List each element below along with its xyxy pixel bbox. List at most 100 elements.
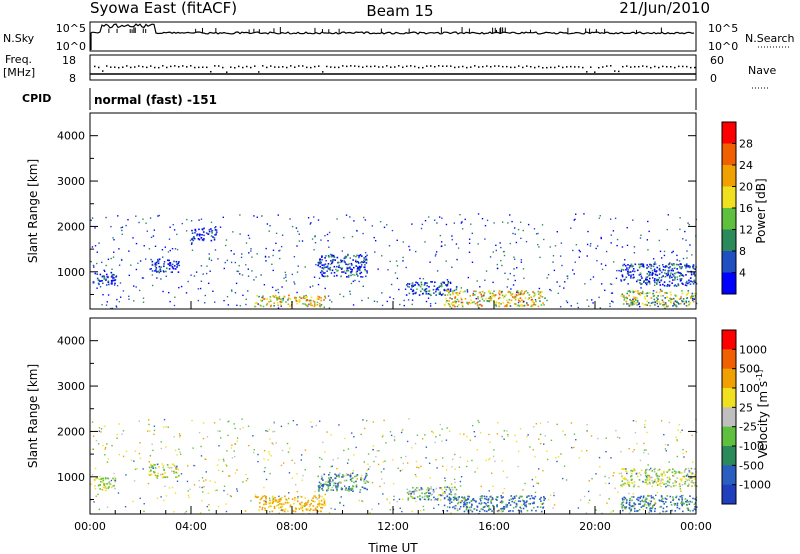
power-cell (645, 278, 647, 280)
velocity-cell (297, 496, 299, 498)
power-cell (686, 257, 688, 259)
power-cell (277, 291, 280, 294)
velocity-cell (242, 426, 244, 429)
velocity-cell (480, 502, 483, 504)
power-cell (659, 269, 662, 272)
power-cell (467, 303, 470, 306)
velocity-cell (148, 419, 150, 421)
velocity-cell (134, 468, 137, 471)
power-cell (613, 261, 615, 263)
velocity-cell (430, 486, 432, 488)
power-cell (150, 268, 152, 270)
power-cell (441, 217, 443, 219)
power-cell (647, 301, 650, 304)
velocity-cell (503, 430, 506, 432)
power-cell (340, 259, 342, 262)
power-cell (446, 290, 448, 292)
velocity-cell (587, 502, 590, 504)
nave-dot (134, 66, 136, 68)
power-cell (142, 218, 144, 220)
velocity-cell (448, 493, 451, 495)
nave-dot (290, 65, 292, 67)
power-cell (367, 297, 370, 299)
power-cell (163, 263, 165, 265)
power-cell (592, 276, 595, 278)
velocity-cell (638, 503, 640, 505)
power-cell (165, 267, 168, 270)
velocity-cell (139, 497, 141, 500)
power-cell (122, 290, 125, 292)
velocity-cell (642, 495, 645, 498)
cpid-value: normal (fast) -151 (94, 93, 217, 107)
power-cell (193, 275, 196, 277)
power-cell (507, 222, 509, 224)
power-cell (283, 295, 286, 298)
velocity-cell (476, 509, 478, 511)
power-cell (559, 305, 562, 308)
velocity-cell (457, 501, 460, 504)
power-cell (211, 232, 213, 234)
power-cell (408, 286, 410, 288)
velocity-cell (657, 469, 659, 471)
power-cell (373, 236, 375, 239)
power-cell (692, 267, 695, 270)
nave-dot (210, 70, 212, 73)
power-cell (637, 292, 639, 294)
power-cell (493, 290, 495, 292)
velocity-cell (93, 501, 95, 503)
velocity-cell (650, 467, 652, 470)
power-cell (457, 294, 460, 296)
power-cell (105, 284, 108, 286)
power-cell (471, 232, 473, 235)
power-cell (652, 272, 655, 275)
velocity-cell (261, 506, 264, 509)
power-cell (647, 220, 649, 223)
power-cell (589, 278, 592, 281)
nave-dot (138, 65, 140, 67)
velocity-cell (443, 492, 445, 494)
power-cell (443, 303, 446, 306)
power-cell (677, 302, 679, 304)
nave-dot (246, 65, 248, 68)
velocity-cell (490, 499, 493, 501)
power-cell (113, 284, 116, 286)
power-cell (633, 246, 636, 248)
power-cell (495, 249, 498, 252)
power-cell (492, 281, 494, 284)
power-cell (522, 229, 524, 232)
velocity-cell (460, 476, 463, 478)
power-cell (214, 229, 217, 231)
velocity-cell (455, 499, 458, 501)
power-cell (421, 293, 424, 295)
power-cell (155, 269, 157, 271)
velocity-cell (269, 505, 272, 507)
velocity-cell (622, 477, 625, 480)
power-cell (517, 291, 520, 294)
power-cell (596, 259, 598, 262)
power-cell (411, 283, 414, 285)
velocity-cell (337, 457, 339, 459)
power-cell (150, 258, 152, 261)
velocity-cell (318, 481, 321, 484)
nave-dot (662, 65, 664, 68)
velocity-cell (294, 483, 297, 486)
power-cell (626, 297, 628, 300)
power-cell (96, 251, 99, 253)
power-cell (105, 278, 107, 280)
velocity-cell (233, 455, 236, 458)
power-cell (236, 304, 238, 307)
velocity-cell (497, 510, 499, 513)
velocity-cell (526, 495, 529, 498)
velocity-cell (102, 486, 105, 489)
velocity-cell (94, 467, 97, 470)
velocity-cell (590, 435, 593, 437)
power-cell (302, 297, 305, 299)
nave-dot (566, 66, 568, 68)
power-cell (600, 283, 603, 285)
velocity-cell (630, 479, 633, 481)
velocity-cell (626, 483, 629, 485)
velocity-cell (587, 490, 590, 493)
velocity-cell (657, 480, 660, 483)
velocity-cell (452, 499, 455, 501)
velocity-cell (621, 485, 623, 488)
